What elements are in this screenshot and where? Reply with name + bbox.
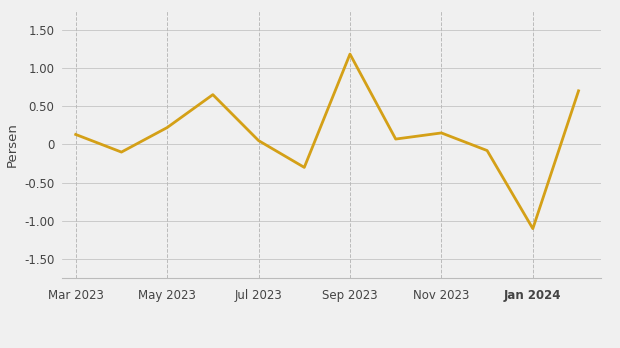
- Kota Padang Sidimpuan: [255, 139, 262, 143]
- Kota Padang Sidimpuan: [484, 149, 491, 153]
- Y-axis label: Persen: Persen: [6, 122, 19, 167]
- Kota Padang Sidimpuan: [575, 89, 582, 93]
- Line: Kota Padang Sidimpuan: Kota Padang Sidimpuan: [76, 54, 578, 229]
- Kota Padang Sidimpuan: [72, 132, 79, 136]
- Kota Padang Sidimpuan: [209, 93, 216, 97]
- Kota Padang Sidimpuan: [529, 227, 536, 231]
- Kota Padang Sidimpuan: [346, 52, 353, 56]
- Kota Padang Sidimpuan: [118, 150, 125, 154]
- Kota Padang Sidimpuan: [438, 131, 445, 135]
- Kota Padang Sidimpuan: [301, 165, 308, 169]
- Kota Padang Sidimpuan: [392, 137, 399, 141]
- Kota Padang Sidimpuan: [164, 126, 171, 130]
